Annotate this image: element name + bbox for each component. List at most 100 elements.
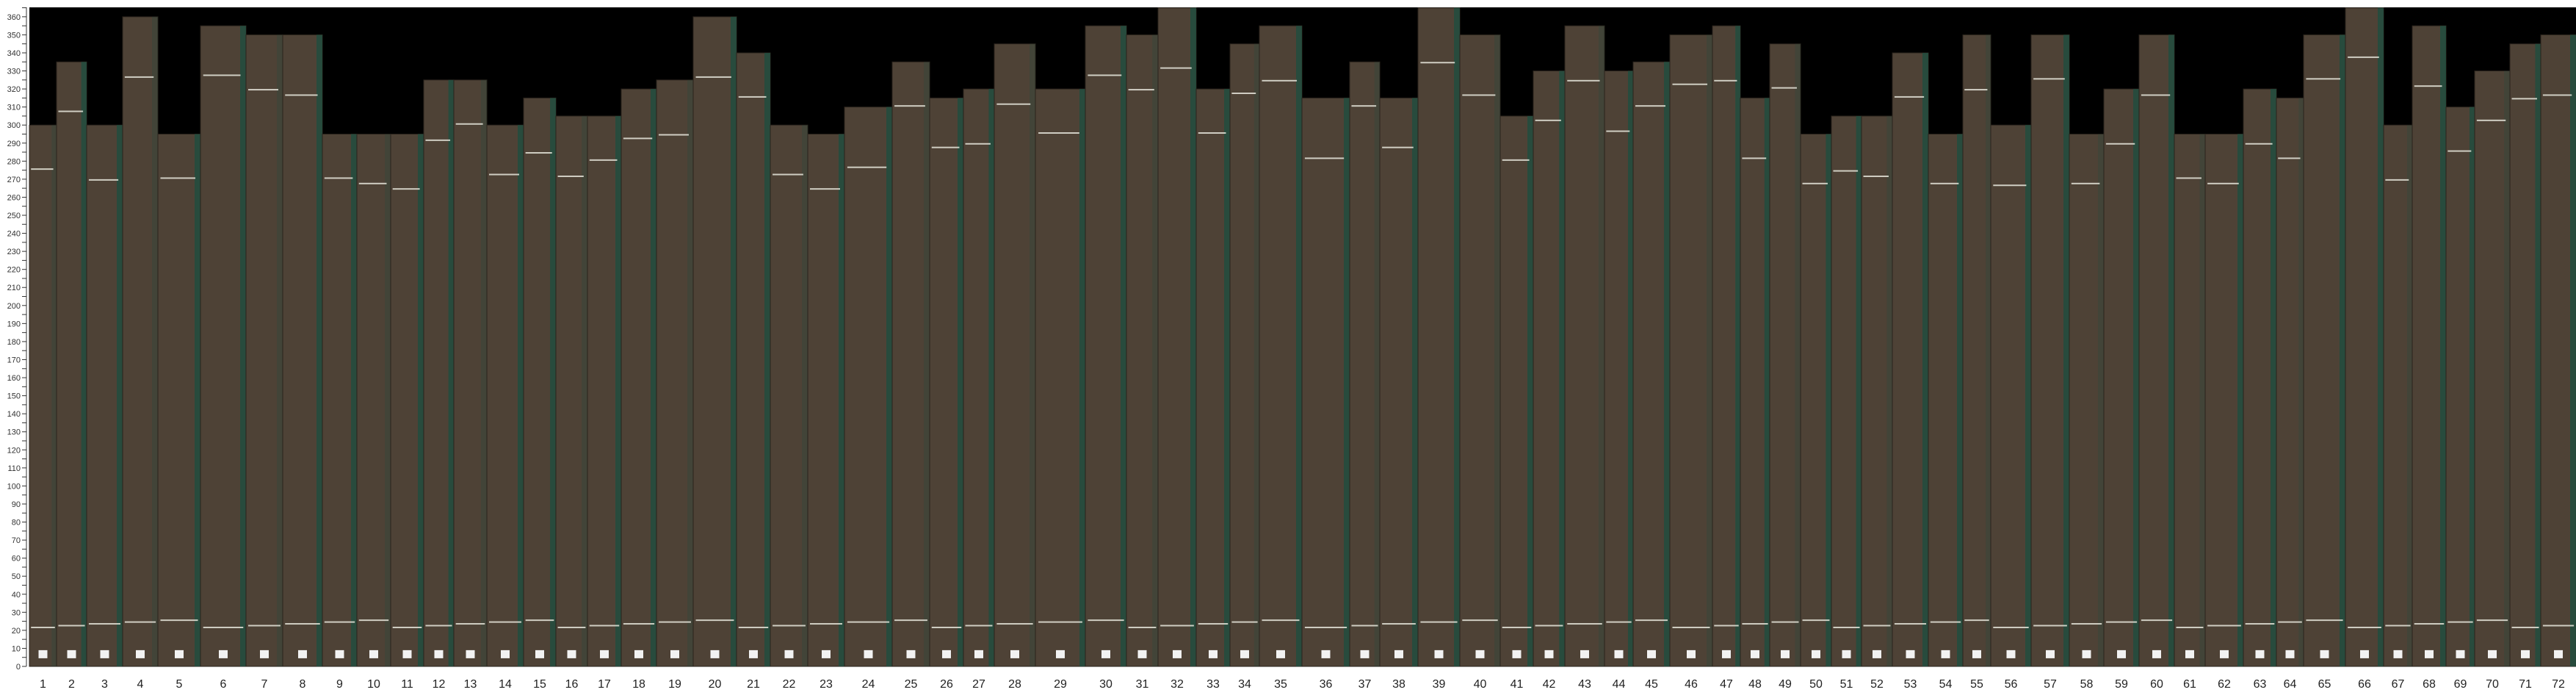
board-mark-lower — [1930, 621, 1961, 623]
board-4 — [122, 16, 159, 667]
board-edge — [2168, 35, 2174, 666]
board-tag — [1687, 650, 1696, 658]
board-mark-upper — [1863, 175, 1889, 177]
board-55 — [1962, 34, 1991, 667]
board-19 — [656, 79, 694, 667]
board-bar — [692, 16, 737, 667]
board-tag — [942, 650, 951, 658]
board-bar — [1769, 43, 1801, 667]
x-tick-label: 24 — [862, 678, 875, 691]
board-edge — [277, 35, 283, 666]
board-72 — [2540, 34, 2576, 667]
x-tick-label: 6 — [220, 678, 227, 691]
board-mark-upper — [1742, 157, 1767, 159]
board-mark-upper — [1231, 92, 1256, 94]
x-tick-label: 62 — [2218, 678, 2231, 691]
board-70 — [2474, 71, 2511, 667]
board-edge — [1599, 26, 1604, 667]
board-mark-upper — [1088, 74, 1122, 76]
board-tag — [749, 650, 758, 658]
board-bar — [1990, 124, 2032, 667]
board-tag — [402, 650, 412, 658]
board-bar — [2276, 97, 2304, 667]
y-tick-label: 310 — [7, 104, 21, 112]
board-edge — [2199, 134, 2205, 667]
board-mark-lower — [2141, 619, 2173, 622]
board-mark-lower — [1535, 625, 1563, 627]
board-edge — [687, 79, 693, 667]
board-mark-lower — [589, 625, 620, 627]
board-mark-lower — [1606, 621, 1632, 623]
x-tick-label: 53 — [1904, 678, 1917, 691]
board-bar — [2204, 133, 2244, 667]
board-mark-upper — [1502, 159, 1530, 161]
y-tick-label: 110 — [7, 464, 21, 473]
y-tick-label: 270 — [7, 176, 21, 184]
board-mark-lower — [623, 623, 655, 625]
board-edge — [51, 125, 57, 666]
board-13 — [453, 79, 488, 667]
board-edge — [152, 16, 158, 666]
x-tick-label: 58 — [2080, 678, 2094, 691]
board-mark-upper — [2071, 182, 2100, 184]
board-tag — [136, 650, 145, 658]
x-tick-label: 5 — [176, 678, 183, 691]
board-36 — [1301, 97, 1350, 667]
y-tick-label: 140 — [7, 410, 21, 419]
board-mark-upper — [1128, 89, 1154, 91]
board-tag — [2320, 650, 2329, 658]
board-mark-upper — [738, 96, 767, 98]
board-edge — [2298, 98, 2304, 667]
board-edge — [582, 115, 587, 667]
board-edge — [886, 107, 892, 666]
board-mark-upper — [1771, 87, 1797, 89]
board-edge — [1374, 62, 1380, 667]
board-bar — [994, 43, 1036, 667]
board-tag — [1906, 650, 1915, 658]
y-axis: 0 10 20 30 40 50 60 70 80 90 100 110 120 130 140 150 160… — [7, 7, 27, 672]
x-tick-label: 48 — [1748, 678, 1762, 691]
board-tag — [1873, 650, 1881, 658]
board-54 — [1928, 133, 1964, 667]
y-tick-label: 220 — [7, 266, 21, 275]
board-tag — [2393, 650, 2403, 658]
board-edge — [2340, 35, 2345, 666]
board-mark-lower — [1567, 623, 1602, 625]
x-tick-label: 33 — [1206, 678, 1220, 691]
board-mark-upper — [124, 76, 154, 78]
board-tag — [298, 650, 307, 658]
board-30 — [1085, 25, 1127, 667]
board-bar — [1229, 43, 1260, 667]
board-edge — [2469, 107, 2475, 666]
x-tick-label: 8 — [300, 678, 306, 691]
board-edge — [1826, 134, 1831, 667]
board-mark-lower — [894, 619, 927, 622]
x-tick-label: 47 — [1720, 678, 1733, 691]
board-mark-upper — [847, 166, 887, 168]
board-63 — [2243, 88, 2277, 667]
board-mark-lower — [455, 623, 485, 625]
board-mark-upper — [2245, 143, 2273, 145]
board-edge — [2440, 26, 2446, 667]
y-tick-label: 20 — [12, 627, 21, 636]
board-edge — [2133, 89, 2139, 666]
x-tick-label: 37 — [1358, 678, 1372, 691]
board-mark-lower — [1198, 623, 1229, 625]
board-edge — [2025, 125, 2031, 666]
board-tag — [2046, 650, 2055, 658]
board-bar — [2474, 71, 2511, 667]
board-61 — [2174, 133, 2206, 667]
y-tick-label: 100 — [7, 482, 21, 491]
x-tick-label: 1 — [40, 678, 46, 691]
x-tick-label: 59 — [2115, 678, 2128, 691]
board-mark-upper — [2278, 157, 2301, 159]
board-edge — [764, 52, 770, 666]
board-bar — [486, 124, 524, 667]
board-mark-upper — [2511, 98, 2537, 100]
board-bar — [2030, 34, 2070, 667]
board-mark-lower — [1304, 626, 1347, 628]
board-bar — [2303, 34, 2346, 667]
board-mark-upper — [2033, 78, 2065, 80]
board-edge — [1886, 115, 1892, 667]
